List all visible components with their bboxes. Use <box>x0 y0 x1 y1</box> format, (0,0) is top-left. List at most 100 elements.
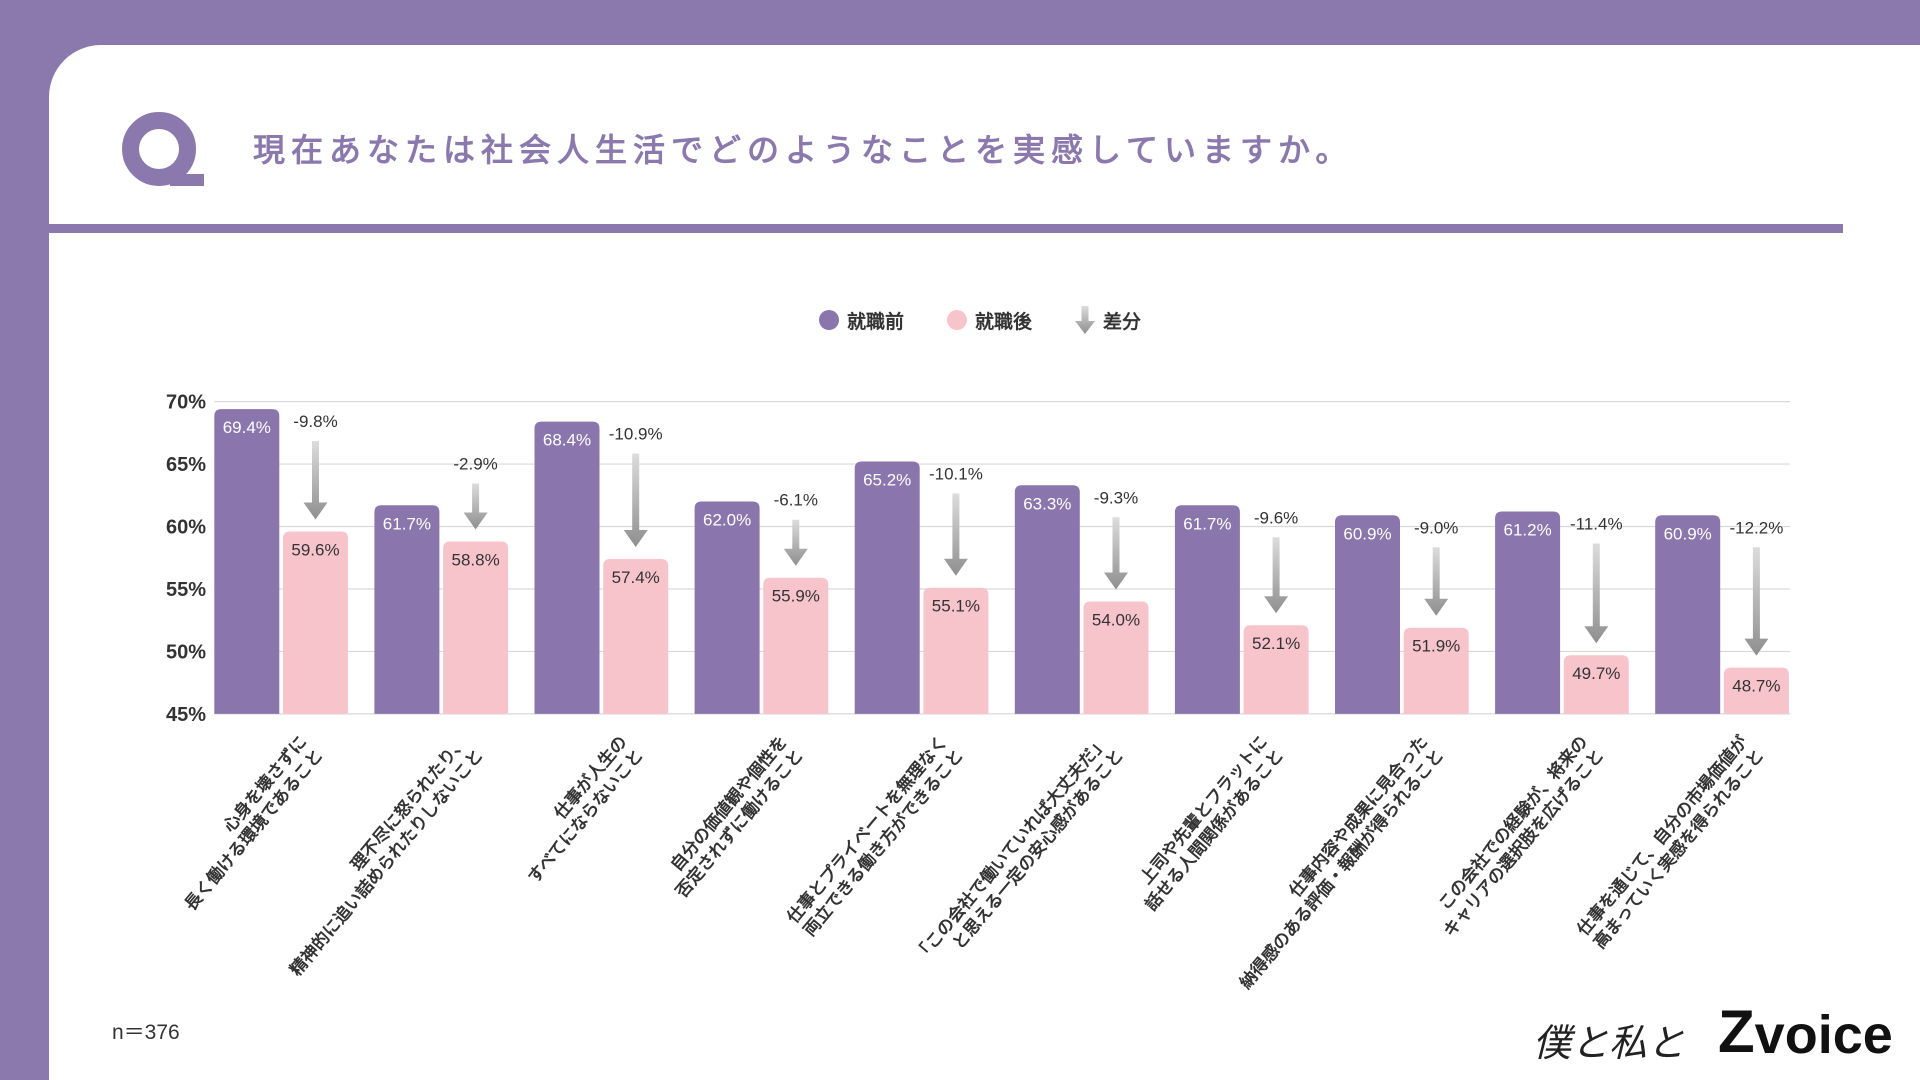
value-label-before: 61.2% <box>1503 521 1551 540</box>
category-label-line: 自分の価値観や個性を <box>666 732 791 876</box>
diff-label: -6.1% <box>774 491 818 510</box>
category-label: 心身を壊さずに長く働ける環境であること <box>164 732 327 915</box>
diff-label: -9.3% <box>1094 488 1138 507</box>
diff-arrow-icon <box>303 441 328 520</box>
category-label: 上司や先輩とフラットに話せる人間関係があること <box>1125 732 1288 915</box>
bar-before <box>214 409 280 714</box>
bar-after <box>283 531 348 714</box>
diff-label: -2.9% <box>453 455 497 474</box>
diff-arrow-icon <box>1584 543 1609 644</box>
bar-before <box>854 461 920 714</box>
bar-before <box>374 505 440 714</box>
logo-wordmark: voice <box>1754 1005 1893 1065</box>
diff-label: -10.9% <box>609 425 663 444</box>
value-label-before: 60.9% <box>1664 524 1712 543</box>
category-label-line: 仕事内容や成果に見合った <box>1284 732 1432 903</box>
value-label-after: 58.8% <box>451 551 499 570</box>
bar-after <box>1403 627 1469 714</box>
diff-arrow-icon <box>623 453 648 547</box>
legend-dot-before <box>819 310 839 330</box>
bar-after <box>1723 667 1789 714</box>
bar-before <box>1495 511 1561 714</box>
category-label-line: 仕事とプライベートを無理なく <box>782 732 952 929</box>
bar-after <box>923 587 989 714</box>
category-label-line: と思える一定の安心感があること <box>948 745 1128 953</box>
category-label-line: 上司や先輩とフラットに <box>1136 732 1272 889</box>
category-label: この会社での経験が、将来のキャリアの選択肢を広げること <box>1423 732 1608 941</box>
legend-label-before: 就職前 <box>847 310 905 333</box>
legend-label-diff: 差分 <box>1103 310 1142 333</box>
value-label-before: 60.9% <box>1343 524 1391 543</box>
y-tick-label: 45% <box>166 704 206 726</box>
bar-after <box>1243 625 1309 714</box>
company-logo: 僕と私と Z voice <box>1533 998 1893 1065</box>
logo-z-mark: Z <box>1718 998 1755 1065</box>
bar-after <box>443 541 509 714</box>
diff-arrow-icon <box>1424 547 1449 616</box>
category-label-line: キャリアの選択肢を広げること <box>1439 745 1608 941</box>
diff-label: -12.2% <box>1729 518 1783 537</box>
diff-label: -9.6% <box>1254 508 1298 527</box>
value-label-after: 48.7% <box>1732 677 1780 696</box>
legend-item-diff: 差分 <box>1075 306 1141 334</box>
value-label-before: 65.2% <box>863 471 911 490</box>
category-label-line: 話せる人間関係があること <box>1141 745 1288 915</box>
diff-label: -9.0% <box>1414 518 1458 537</box>
header-divider <box>49 224 1843 233</box>
diff-label: -11.4% <box>1570 515 1623 534</box>
category-label-line: 否定されずに働けること <box>671 745 808 903</box>
bar-before <box>1014 485 1080 714</box>
diff-arrow-icon <box>1104 517 1128 590</box>
legend-label-after: 就職後 <box>975 310 1033 333</box>
value-label-after: 55.9% <box>772 587 820 606</box>
bar-before <box>534 421 600 714</box>
category-label: 仕事が人生のすべてにならないこと <box>507 732 647 888</box>
category-label-line: 理不尽に怒られたり、 <box>347 732 472 875</box>
category-label-line: 両立できる働き方ができること <box>799 745 968 940</box>
value-label-before: 61.7% <box>383 514 431 533</box>
bar-before <box>1655 515 1721 714</box>
bar-before <box>1335 515 1400 714</box>
value-label-after: 59.6% <box>291 541 339 560</box>
y-tick-label: 50% <box>166 641 206 663</box>
category-label-line: この会社での経験が、将来の <box>1434 732 1592 915</box>
legend-item-before: 就職前 <box>819 307 904 334</box>
content-panel <box>49 45 1920 1080</box>
value-label-before: 62.0% <box>703 511 751 530</box>
diff-label: -9.8% <box>293 412 337 431</box>
value-label-before: 61.7% <box>1183 514 1231 533</box>
sample-size: n＝376 <box>112 1021 180 1044</box>
bar-after <box>1563 655 1629 714</box>
q-letter-icon <box>122 112 204 186</box>
bar-chart: 70% 65% 60% 55% 50% 45% 69.4% 59.6% -9.8% 61.7% 58… <box>164 392 1790 993</box>
category-label-line: 精神的に追い詰められたりしないこと <box>286 745 488 980</box>
diff-arrow-icon <box>943 493 968 576</box>
y-tick-label: 70% <box>166 392 206 414</box>
bar-before <box>694 501 760 714</box>
category-label-line: 長く働ける環境であること <box>180 745 327 915</box>
value-label-after: 54.0% <box>1092 610 1140 629</box>
value-label-after: 49.7% <box>1572 664 1620 683</box>
category-label: 自分の価値観や個性を否定されずに働けること <box>655 732 808 903</box>
legend-dot-after <box>947 310 968 330</box>
legend-item-after: 就職後 <box>947 307 1032 334</box>
value-label-after: 51.9% <box>1412 637 1460 656</box>
y-tick-label: 55% <box>166 579 206 601</box>
category-label: 仕事とプライベートを無理なく両立できる働き方ができること <box>782 732 968 942</box>
y-tick-label: 60% <box>166 517 206 539</box>
diff-arrow-icon <box>783 519 808 566</box>
diff-arrow-icon <box>463 483 488 530</box>
value-label-before: 63.3% <box>1023 494 1071 513</box>
diff-arrow-icon <box>1744 547 1769 656</box>
value-label-before: 69.4% <box>223 418 271 437</box>
diff-label: -10.1% <box>929 465 983 484</box>
bar-after <box>763 577 829 714</box>
category-label-line: 高まっていく実感を得られること <box>1589 745 1768 953</box>
logo-script-text: 僕と私と <box>1533 1021 1686 1065</box>
bar-before <box>1174 505 1240 714</box>
y-tick-label: 65% <box>166 454 206 476</box>
diff-arrow-icon <box>1264 537 1289 614</box>
chart-plot-area: 70% 65% 60% 55% 50% 45% 69.4% 59.6% -9.8% 61.7% 58… <box>164 392 1790 993</box>
down-arrow-icon <box>1075 306 1096 334</box>
bar-after <box>1083 601 1149 714</box>
